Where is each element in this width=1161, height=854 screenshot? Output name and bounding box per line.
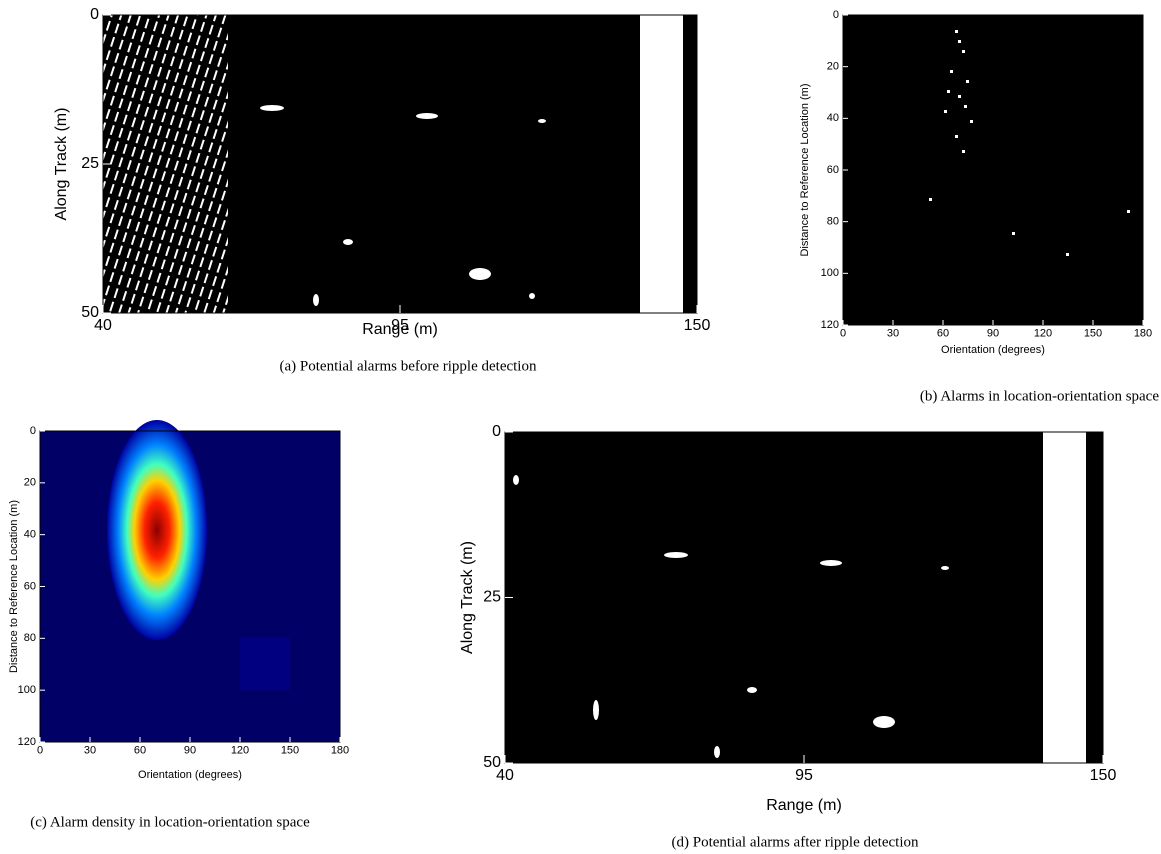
y-tick-label: 120 [821, 319, 839, 331]
x-axis-label: Range (m) [362, 321, 438, 338]
x-tick-label: 0 [37, 745, 43, 757]
point [962, 150, 965, 153]
page: 40 95 150 0 25 50 Range (m) Along Track (m) (a) … [0, 0, 1161, 854]
blob [260, 105, 284, 111]
blob [416, 113, 438, 119]
y-tick-label: 60 [827, 164, 839, 176]
figure: 40 95 150 0 25 50 Range (m) Along Track (m) (a) … [0, 0, 1161, 854]
y-tick-label: 40 [827, 112, 839, 124]
x-tick-label: 90 [987, 328, 999, 340]
blob [747, 687, 757, 693]
x-tick-label: 0 [840, 328, 846, 340]
x-axis-label: Orientation (degrees) [941, 344, 1045, 356]
y-tick-label: 25 [483, 589, 501, 606]
point [955, 30, 958, 33]
point [958, 95, 961, 98]
blob [873, 716, 895, 728]
y-tick-label: 80 [827, 216, 839, 228]
y-tick-label: 20 [827, 61, 839, 73]
x-tick-label: 60 [937, 328, 949, 340]
blob [820, 560, 842, 566]
y-tick-label: 0 [90, 6, 99, 23]
y-tick-label: 0 [833, 9, 839, 21]
y-axis-label: Distance to Reference Location (m) [799, 83, 811, 256]
y-tick-label: 0 [30, 425, 36, 437]
x-tick-label: 30 [84, 745, 96, 757]
point [955, 135, 958, 138]
x-tick-label: 95 [795, 767, 813, 784]
point [944, 110, 947, 113]
blob [313, 294, 319, 306]
ripple-texture [103, 15, 228, 313]
caption: (d) Potential alarms after ripple detect… [672, 834, 919, 850]
blob [664, 552, 688, 558]
x-tick-label: 150 [684, 317, 711, 334]
x-axis-label: Range (m) [766, 797, 842, 814]
y-tick-label: 50 [81, 304, 99, 321]
y-tick-label: 60 [24, 580, 36, 592]
y-tick-label: 50 [483, 754, 501, 771]
blob [714, 746, 720, 758]
point [958, 40, 961, 43]
caption: (a) Potential alarms before ripple detec… [280, 358, 537, 374]
y-axis-label: Along Track (m) [459, 541, 476, 654]
x-tick-label: 150 [1090, 767, 1117, 784]
point [929, 198, 932, 201]
point [947, 90, 950, 93]
x-tick-label: 30 [887, 328, 899, 340]
blank-region [1043, 432, 1086, 763]
caption: (b) Alarms in location-orientation space [920, 388, 1159, 404]
x-tick-label: 60 [134, 745, 146, 757]
y-tick-label: 80 [24, 632, 36, 644]
y-tick-label: 40 [24, 529, 36, 541]
y-axis-label: Distance to Reference Location (m) [8, 500, 20, 673]
density-blob [107, 420, 207, 640]
y-tick-label: 120 [18, 736, 36, 748]
y-tick-label: 100 [821, 267, 839, 279]
y-tick-label: 0 [492, 423, 501, 440]
x-tick-label: 150 [281, 745, 299, 757]
x-tick-label: 180 [1134, 328, 1152, 340]
point [1127, 210, 1130, 213]
x-tick-label: 120 [1034, 328, 1052, 340]
x-tick-label: 150 [1084, 328, 1102, 340]
blob [469, 268, 491, 280]
caption: (c) Alarm density in location-orientatio… [30, 814, 310, 830]
density-patch [240, 638, 290, 690]
x-tick-label: 180 [331, 745, 349, 757]
point [1066, 253, 1069, 256]
x-tick-label: 90 [184, 745, 196, 757]
blob [538, 119, 546, 123]
blob [513, 475, 519, 485]
point [1012, 232, 1015, 235]
x-axis-label: Orientation (degrees) [138, 769, 242, 781]
y-tick-label: 20 [24, 477, 36, 489]
image-background [843, 15, 1143, 325]
blob [343, 239, 353, 245]
blob [529, 293, 535, 299]
y-axis-label: Along Track (m) [53, 108, 70, 221]
blank-region [640, 15, 683, 313]
point [966, 80, 969, 83]
point [964, 105, 967, 108]
y-tick-label: 100 [18, 684, 36, 696]
x-tick-label: 120 [231, 745, 249, 757]
point [950, 70, 953, 73]
point [970, 120, 973, 123]
blob [593, 700, 599, 720]
point [962, 50, 965, 53]
y-tick-label: 25 [81, 155, 99, 172]
blob [941, 566, 949, 570]
